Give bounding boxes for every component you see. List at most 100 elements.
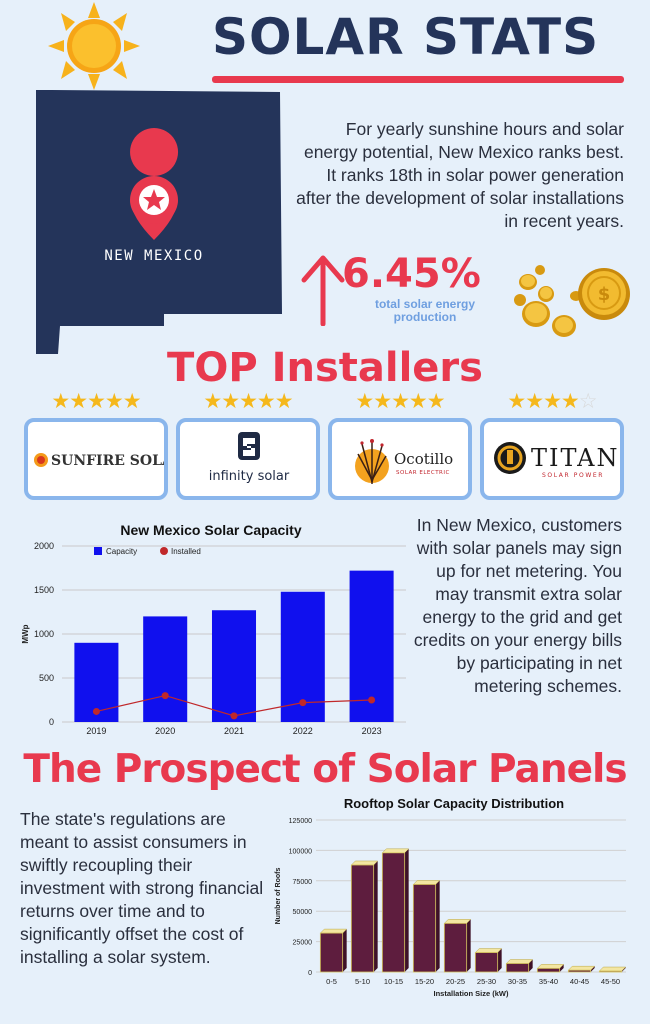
solar-capacity-chart: 0 500 1000 1500 2000 MWp 2019 2020 2021 2022 2023 C… bbox=[21, 541, 406, 736]
rooftop-bar-top bbox=[474, 948, 503, 953]
x-tick-label: 10-15 bbox=[384, 977, 403, 986]
rooftop-bar-top bbox=[536, 964, 565, 969]
y-tick-label: 0 bbox=[49, 717, 54, 727]
installed-point bbox=[230, 712, 238, 720]
y-tick-label: 500 bbox=[39, 673, 54, 683]
intro-paragraph: For yearly sunshine hours and solar ener… bbox=[296, 119, 624, 231]
title-underline bbox=[212, 76, 624, 83]
svg-text:SOLAR ELECTRIC: SOLAR ELECTRIC bbox=[396, 470, 450, 476]
x-tick-label: 45-50 bbox=[601, 977, 620, 986]
x-tick-label: 2022 bbox=[293, 726, 313, 736]
rating-stars: ★★★★★ bbox=[203, 390, 293, 413]
capacity-bar bbox=[143, 616, 188, 722]
y-tick-label: 1500 bbox=[34, 585, 54, 595]
installed-point bbox=[299, 699, 307, 707]
rating-stars: ★★★★★ bbox=[51, 390, 141, 413]
rooftop-bar bbox=[319, 932, 344, 973]
rooftop-bar-top bbox=[598, 966, 627, 972]
rooftop-bar bbox=[443, 922, 468, 973]
x-tick-label: 0-5 bbox=[326, 977, 337, 986]
svg-text:$: $ bbox=[598, 284, 611, 305]
installer-card-ocotillo[interactable]: Ocotillo SOLAR ELECTRIC bbox=[328, 418, 472, 500]
y-tick-label: 75000 bbox=[293, 879, 313, 886]
y-tick-label: 100000 bbox=[289, 848, 312, 855]
installer-card-titan[interactable]: TITAN SOLAR POWER bbox=[480, 418, 624, 500]
rooftop-bar bbox=[598, 970, 623, 973]
rating-stars: ★★★★★ bbox=[355, 390, 445, 413]
x-tick-label: 20-25 bbox=[446, 977, 465, 986]
rooftop-bar bbox=[381, 852, 406, 973]
x-tick-label: 5-10 bbox=[355, 977, 370, 986]
installed-point bbox=[161, 692, 169, 700]
rooftop-bar-side bbox=[435, 880, 440, 972]
sun-icon bbox=[48, 2, 140, 90]
rooftop-bar bbox=[536, 967, 561, 973]
rating-stars: ★★★★☆ bbox=[507, 390, 597, 413]
location-pin-icon bbox=[130, 128, 179, 240]
y-tick-label: 0 bbox=[308, 970, 312, 977]
legend-swatch-installed bbox=[160, 547, 168, 555]
net-metering-paragraph: In New Mexico, customers with solar pane… bbox=[413, 515, 622, 696]
coins-icon: $ bbox=[514, 265, 630, 337]
y-tick-label: 2000 bbox=[34, 541, 54, 551]
legend-label: Capacity bbox=[106, 547, 137, 556]
rooftop-bar-side bbox=[373, 860, 378, 972]
chart-title: Rooftop Solar Capacity Distribution bbox=[343, 796, 565, 811]
sunfire-logo: SUNFIRE SOLAR bbox=[34, 453, 164, 469]
x-tick-label: 2023 bbox=[362, 726, 382, 736]
rooftop-bar-side bbox=[559, 964, 564, 972]
x-tick-label: 15-20 bbox=[415, 977, 434, 986]
x-axis-label: Installation Size (kW) bbox=[433, 989, 509, 998]
state-label: NEW MEXICO bbox=[104, 248, 203, 264]
rooftop-bar bbox=[412, 884, 437, 973]
y-tick-label: 50000 bbox=[293, 909, 313, 916]
installer-card-infinity[interactable]: infinity solar bbox=[176, 418, 320, 500]
svg-text:TITAN: TITAN bbox=[531, 444, 620, 472]
rooftop-bar-top bbox=[505, 959, 534, 964]
rooftop-distribution-chart: 0 25000 50000 75000 100000 125000 Number of Ro… bbox=[275, 818, 627, 998]
svg-text:Ocotillo: Ocotillo bbox=[394, 450, 453, 468]
x-tick-label: 35-40 bbox=[539, 977, 558, 986]
rooftop-bar bbox=[505, 963, 530, 973]
x-tick-label: 2020 bbox=[155, 726, 175, 736]
rooftop-bar-side bbox=[590, 966, 595, 972]
stat-label: total solar energy production bbox=[374, 297, 476, 324]
prospect-title: The Prospect of Solar Panels bbox=[23, 747, 627, 792]
y-tick-label: 25000 bbox=[293, 940, 313, 947]
x-tick-label: 2019 bbox=[86, 726, 106, 736]
y-tick-label: 125000 bbox=[289, 818, 312, 825]
rooftop-bar bbox=[350, 864, 375, 973]
rooftop-bar-side bbox=[404, 848, 409, 972]
legend-swatch-capacity bbox=[94, 547, 102, 555]
x-tick-label: 30-35 bbox=[508, 977, 527, 986]
rooftop-bar bbox=[474, 952, 499, 973]
x-tick-label: 25-30 bbox=[477, 977, 496, 986]
arrow-up-icon bbox=[301, 255, 345, 326]
rooftop-bar-top bbox=[381, 848, 410, 854]
capacity-bar bbox=[211, 610, 257, 722]
new-mexico-map: NEW MEXICO bbox=[36, 90, 282, 354]
regulations-paragraph: The state's regulations are meant to ass… bbox=[20, 809, 264, 967]
x-tick-label: 40-45 bbox=[570, 977, 589, 986]
chart-title: New Mexico Solar Capacity bbox=[120, 522, 302, 538]
y-axis-label: Number of Roofs bbox=[275, 868, 282, 925]
rooftop-bar-top bbox=[350, 860, 379, 866]
rooftop-bar-side bbox=[342, 929, 347, 972]
svg-text:SOLAR POWER: SOLAR POWER bbox=[542, 472, 604, 479]
legend-label: Installed bbox=[171, 547, 201, 556]
installers-title: TOP Installers bbox=[167, 345, 483, 391]
x-tick-label: 2021 bbox=[224, 726, 244, 736]
y-axis-label: MWp bbox=[21, 624, 30, 643]
rooftop-bar-top bbox=[443, 919, 472, 924]
rooftop-bar-side bbox=[466, 919, 471, 972]
installed-point bbox=[92, 707, 100, 715]
installer-card-sunfire[interactable]: SUNFIRE SOLAR bbox=[24, 418, 168, 500]
rooftop-bar bbox=[567, 969, 592, 973]
svg-text:infinity solar: infinity solar bbox=[209, 469, 290, 484]
rooftop-bar-top bbox=[319, 928, 348, 934]
y-tick-label: 1000 bbox=[34, 629, 54, 639]
rooftop-bar-top bbox=[567, 965, 596, 971]
rooftop-bar-side bbox=[497, 948, 502, 972]
titan-logo: TITAN SOLAR POWER bbox=[494, 442, 620, 479]
page-title: SOLAR STATS bbox=[212, 8, 600, 66]
